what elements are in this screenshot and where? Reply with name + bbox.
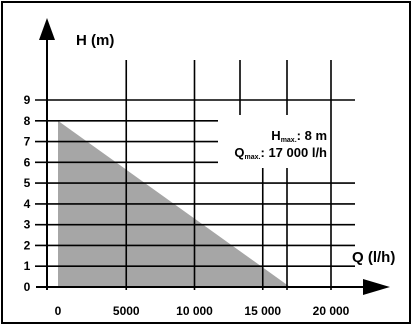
y-tick-label: 9: [24, 93, 31, 107]
x-axis-title: Q (l/h): [352, 249, 395, 266]
y-tick-label: 7: [24, 135, 31, 149]
hmax-annotation: Hmax.: 8 m: [271, 128, 327, 144]
x-tick-label: 0: [55, 304, 62, 318]
y-tick-label: 1: [24, 259, 31, 273]
x-tick-label: 10 000: [176, 304, 213, 318]
y-tick-label: 0: [24, 280, 31, 294]
y-tick-label: 3: [24, 218, 31, 232]
hmax-value: : 8 m: [297, 128, 327, 143]
qmax-value: : 17 000 l/h: [261, 145, 328, 160]
y-tick-label: 2: [24, 238, 31, 252]
hmax-subscript: max.: [281, 137, 297, 144]
x-tick-label: 5000: [113, 304, 140, 318]
y-axis-arrow-icon: [39, 18, 55, 40]
y-tick-label: 8: [24, 114, 31, 128]
qmax-subscript: max.: [245, 154, 261, 161]
x-tick-label: 15 000: [244, 304, 281, 318]
qmax-symbol: Q: [234, 145, 244, 160]
hmax-symbol: H: [271, 128, 280, 143]
y-tick-label: 4: [24, 197, 31, 211]
y-axis-title: H (m): [76, 32, 114, 49]
x-tick-label: 20 000: [313, 304, 350, 318]
qmax-annotation: Qmax.: 17 000 l/h: [234, 145, 327, 161]
x-axis-arrow-icon: [363, 279, 390, 295]
y-tick-label: 6: [24, 155, 31, 169]
y-tick-label: 5: [24, 176, 31, 190]
